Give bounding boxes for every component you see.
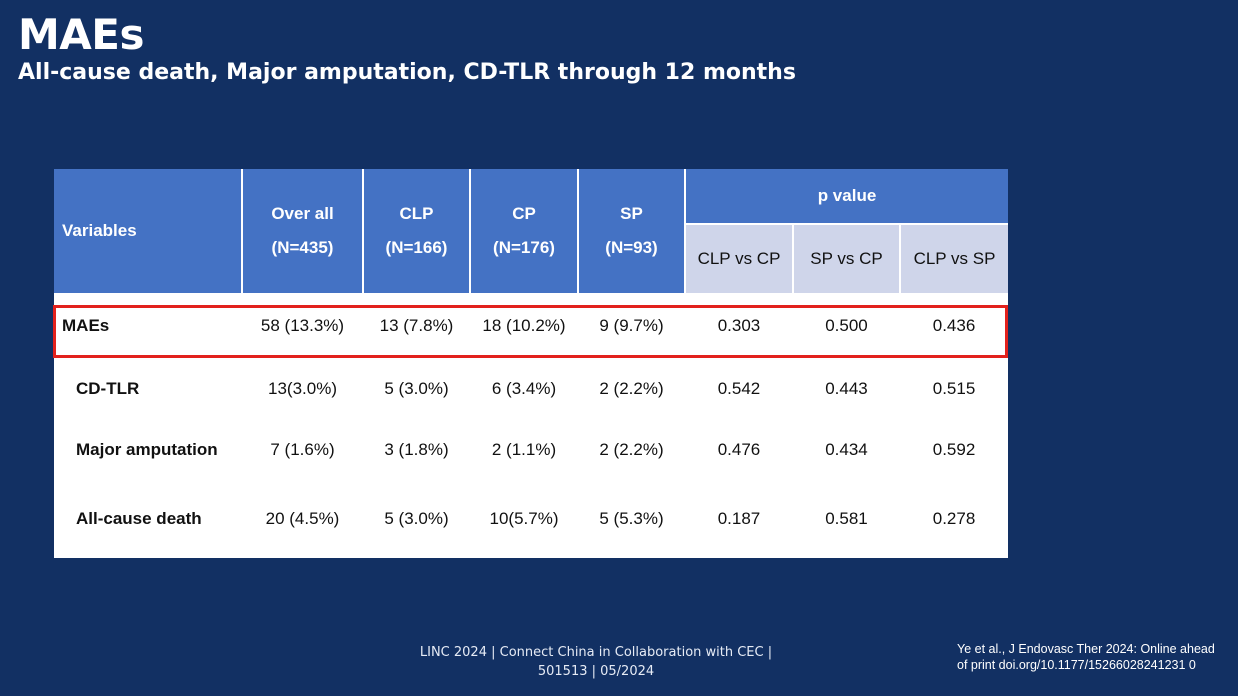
- cell-clp-vs-sp: 0.515: [900, 359, 1009, 418]
- header-sp-label: SP: [620, 204, 643, 223]
- header-clp-vs-sp: CLP vs SP: [900, 224, 1009, 293]
- header-cp-label: CP: [512, 204, 536, 223]
- citation-line-2: of print doi.org/10.1177/15266028241231 …: [957, 658, 1196, 672]
- row-variable: Major amputation: [76, 440, 218, 459]
- conference-footer: LINC 2024 | Connect China in Collaborati…: [380, 643, 812, 681]
- footer-line-1: LINC 2024 | Connect China in Collaborati…: [419, 645, 773, 660]
- header-variables: Variables: [54, 169, 243, 293]
- table-row: MAEs 58 (13.3%) 13 (7.8%) 18 (10.2%) 9 (…: [54, 293, 1009, 359]
- cell-sp: 5 (5.3%): [578, 482, 685, 556]
- header-overall: Over all (N=435): [242, 169, 364, 293]
- header-sp: SP (N=93): [578, 169, 686, 293]
- header-clp-vs-cp: CLP vs CP: [685, 224, 794, 293]
- cell-cp: 18 (10.2%): [470, 293, 578, 359]
- cell-clp-vs-sp: 0.436: [900, 293, 1009, 359]
- results-table-container: Variables Over all (N=435) CLP (N=166) C…: [54, 169, 1009, 558]
- citation-line-1: Ye et al., J Endovasc Ther 2024: Online …: [957, 642, 1215, 656]
- header-clp-label: CLP: [399, 204, 434, 223]
- cell-clp-vs-sp: 0.592: [900, 418, 1009, 482]
- cell-clp-vs-sp: 0.278: [900, 482, 1009, 556]
- header-p-value: p value: [685, 169, 1009, 225]
- header-clp: CLP (N=166): [363, 169, 471, 293]
- row-variable: MAEs: [62, 316, 110, 335]
- table-row: Major amputation 7 (1.6%) 3 (1.8%) 2 (1.…: [54, 418, 1009, 482]
- cell-sp: 2 (2.2%): [578, 359, 685, 418]
- header-overall-label: Over all: [271, 204, 334, 223]
- citation: Ye et al., J Endovasc Ther 2024: Online …: [957, 641, 1238, 673]
- cell-clp: 3 (1.8%): [363, 418, 470, 482]
- slide-subtitle: All-cause death, Major amputation, CD-TL…: [18, 60, 796, 85]
- cell-sp: 9 (9.7%): [578, 293, 685, 359]
- cell-clp-vs-cp: 0.476: [685, 418, 793, 482]
- cell-clp: 13 (7.8%): [363, 293, 470, 359]
- cell-clp-vs-cp: 0.303: [685, 293, 793, 359]
- cell-clp-vs-cp: 0.187: [685, 482, 793, 556]
- cell-overall: 13(3.0%): [242, 359, 363, 418]
- header-sp-n: (N=93): [605, 238, 658, 257]
- cell-overall: 7 (1.6%): [242, 418, 363, 482]
- cell-cp: 6 (3.4%): [470, 359, 578, 418]
- header-sp-vs-cp: SP vs CP: [793, 224, 901, 293]
- header-overall-n: (N=435): [271, 238, 334, 257]
- table-row: All-cause death 20 (4.5%) 5 (3.0%) 10(5.…: [54, 482, 1009, 556]
- header-cp-n: (N=176): [493, 238, 555, 257]
- cell-sp-vs-cp: 0.500: [793, 293, 900, 359]
- cell-sp-vs-cp: 0.443: [793, 359, 900, 418]
- cell-clp: 5 (3.0%): [363, 359, 470, 418]
- footer-line-2: 501513 | 05/2024: [537, 664, 655, 679]
- cell-sp-vs-cp: 0.581: [793, 482, 900, 556]
- cell-cp: 2 (1.1%): [470, 418, 578, 482]
- cell-clp-vs-cp: 0.542: [685, 359, 793, 418]
- cell-cp: 10(5.7%): [470, 482, 578, 556]
- header-cp: CP (N=176): [470, 169, 579, 293]
- cell-clp: 5 (3.0%): [363, 482, 470, 556]
- results-table: Variables Over all (N=435) CLP (N=166) C…: [54, 169, 1009, 556]
- cell-sp: 2 (2.2%): [578, 418, 685, 482]
- slide-title: MAEs: [18, 10, 145, 59]
- cell-overall: 58 (13.3%): [242, 293, 363, 359]
- row-variable: All-cause death: [76, 509, 202, 528]
- cell-sp-vs-cp: 0.434: [793, 418, 900, 482]
- header-clp-n: (N=166): [385, 238, 448, 257]
- row-variable: CD-TLR: [76, 378, 140, 398]
- table-row: CD-TLR 13(3.0%) 5 (3.0%) 6 (3.4%) 2 (2.2…: [54, 359, 1009, 418]
- cell-overall: 20 (4.5%): [242, 482, 363, 556]
